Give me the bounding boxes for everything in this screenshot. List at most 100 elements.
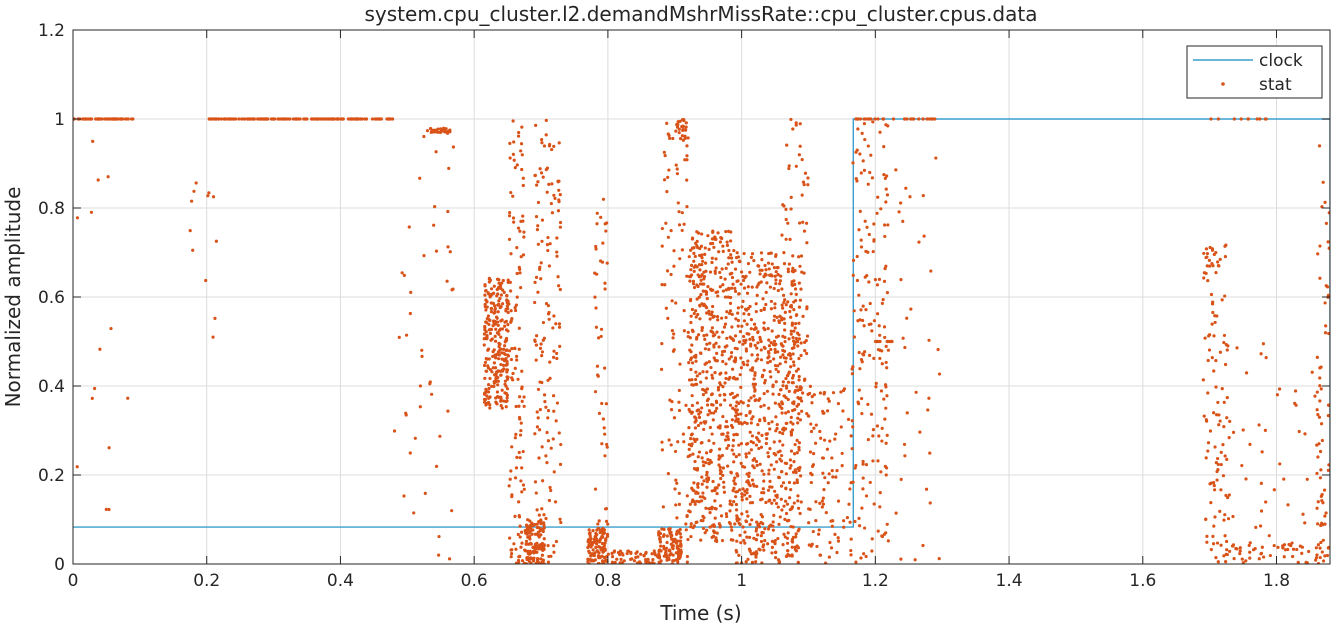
stat-point bbox=[1240, 463, 1244, 468]
stat-point bbox=[808, 384, 813, 388]
stat-point bbox=[505, 299, 509, 303]
stat-point bbox=[870, 537, 874, 541]
y-tick-label: 0.6 bbox=[38, 288, 65, 308]
stat-point bbox=[533, 545, 537, 549]
stat-point bbox=[748, 494, 752, 498]
stat-point bbox=[695, 482, 700, 487]
stat-point bbox=[519, 428, 523, 433]
stat-point bbox=[851, 273, 855, 277]
stat-point bbox=[106, 175, 110, 179]
stat-point bbox=[772, 286, 776, 291]
stat-point bbox=[1222, 400, 1226, 404]
stat-point bbox=[1291, 547, 1296, 551]
stat-point bbox=[798, 122, 802, 126]
stat-point bbox=[734, 358, 738, 362]
stat-point bbox=[831, 391, 836, 395]
stat-point bbox=[530, 532, 534, 536]
stat-point bbox=[502, 347, 506, 351]
stat-point bbox=[105, 117, 110, 121]
stat-point bbox=[876, 195, 880, 199]
stat-point bbox=[685, 494, 689, 498]
stat-point bbox=[552, 544, 556, 548]
stat-point bbox=[797, 337, 802, 341]
stat-point bbox=[717, 454, 721, 458]
stat-point bbox=[700, 456, 704, 460]
stat-point bbox=[883, 223, 887, 227]
stat-point bbox=[689, 522, 693, 526]
stat-point bbox=[717, 335, 721, 339]
stat-point bbox=[1264, 500, 1268, 504]
stat-point bbox=[725, 434, 729, 438]
stat-point bbox=[685, 154, 689, 158]
stat-point bbox=[191, 248, 195, 252]
stat-point bbox=[661, 505, 665, 509]
stat-point bbox=[506, 307, 510, 311]
stat-point bbox=[790, 545, 794, 549]
stat-point bbox=[842, 525, 846, 529]
stat-point bbox=[1326, 546, 1330, 550]
stat-point bbox=[807, 414, 811, 418]
stat-point bbox=[552, 470, 556, 474]
stat-point bbox=[670, 537, 674, 541]
stat-point bbox=[694, 315, 698, 319]
stat-point bbox=[739, 385, 743, 389]
stat-point bbox=[264, 117, 268, 121]
stat-point bbox=[216, 117, 221, 121]
stat-point bbox=[606, 552, 610, 556]
stat-point bbox=[119, 117, 123, 121]
stat-point bbox=[786, 397, 790, 402]
stat-point bbox=[705, 398, 709, 403]
stat-point bbox=[754, 555, 758, 559]
stat-point bbox=[90, 396, 94, 400]
stat-point bbox=[867, 280, 871, 284]
stat-point bbox=[539, 342, 543, 346]
stat-point bbox=[1295, 547, 1299, 552]
stat-point bbox=[828, 540, 832, 545]
stat-point bbox=[1232, 557, 1236, 561]
stat-point bbox=[805, 334, 810, 338]
stat-point bbox=[714, 507, 718, 511]
stat-point bbox=[798, 298, 803, 302]
stat-point bbox=[590, 552, 594, 556]
stat-point bbox=[486, 364, 490, 368]
stat-point bbox=[488, 376, 492, 381]
stat-point bbox=[558, 220, 563, 225]
stat-point bbox=[1219, 488, 1223, 492]
stat-point bbox=[671, 540, 675, 544]
stat-point bbox=[738, 373, 742, 377]
stat-point bbox=[860, 396, 864, 401]
stat-point bbox=[682, 329, 686, 333]
stat-point bbox=[746, 359, 750, 363]
stat-point bbox=[535, 532, 539, 536]
stat-point bbox=[759, 498, 763, 502]
stat-point bbox=[713, 269, 717, 273]
stat-point bbox=[699, 499, 704, 503]
stat-point bbox=[930, 117, 934, 121]
stat-point bbox=[490, 337, 494, 341]
stat-point bbox=[489, 307, 493, 311]
legend[interactable]: clock stat bbox=[1186, 45, 1323, 99]
stat-point bbox=[672, 348, 676, 352]
stat-point bbox=[672, 559, 676, 563]
stat-point bbox=[692, 259, 696, 263]
stat-point bbox=[778, 515, 782, 519]
stat-point bbox=[512, 542, 516, 546]
stat-point bbox=[533, 338, 537, 342]
stat-point bbox=[765, 281, 769, 285]
stat-point bbox=[240, 117, 244, 121]
stat-point bbox=[732, 460, 736, 464]
stat-point bbox=[1317, 144, 1322, 148]
stat-point bbox=[775, 315, 779, 319]
stat-point bbox=[684, 403, 688, 407]
stat-point bbox=[854, 177, 858, 181]
stat-point bbox=[497, 281, 501, 285]
stat-point bbox=[500, 351, 504, 355]
stat-point bbox=[558, 287, 562, 292]
stat-point bbox=[803, 171, 808, 175]
stat-point bbox=[1318, 276, 1322, 280]
stat-point bbox=[709, 313, 714, 317]
stat-point bbox=[899, 557, 903, 561]
stat-point bbox=[596, 374, 600, 378]
stat-point bbox=[701, 370, 705, 374]
stat-point bbox=[488, 295, 492, 299]
